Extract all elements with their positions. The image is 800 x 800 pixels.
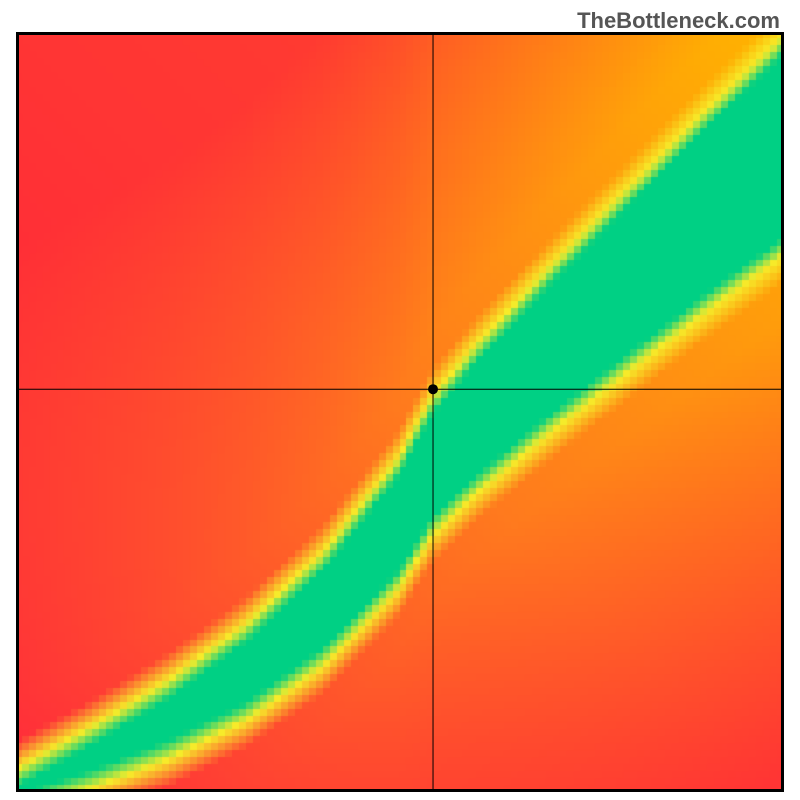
page-container: TheBottleneck.com [0,0,800,800]
watermark-label: TheBottleneck.com [577,8,780,34]
heatmap-canvas [16,32,784,792]
bottleneck-heatmap [16,32,784,792]
